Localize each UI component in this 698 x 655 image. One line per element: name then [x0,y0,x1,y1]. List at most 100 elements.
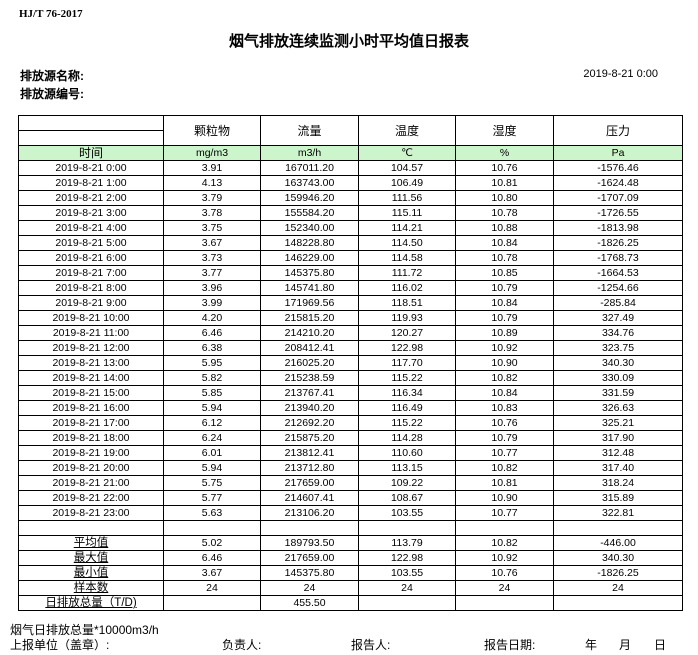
row-label: 2019-8-21 16:00 [18,400,164,416]
value-cell: 5.85 [163,385,261,401]
value-cell: 10.77 [455,445,554,461]
value-cell: 104.57 [358,160,456,176]
summary-row: 样本数 24 24 24 24 24 [18,580,683,596]
value-cell: -1664.53 [553,265,683,281]
value-cell: 24 [260,580,359,596]
row-label: 2019-8-21 13:00 [18,355,164,371]
value-cell: 106.49 [358,175,456,191]
header-row: 颗粒物 流量 温度 湿度 压力 [18,115,683,146]
value-cell: 215815.20 [260,310,359,326]
value-cell: -1768.73 [553,250,683,266]
value-cell: 3.96 [163,280,261,296]
value-cell: 6.46 [163,325,261,341]
row-label: 2019-8-21 20:00 [18,460,164,476]
value-cell: 10.82 [455,535,554,551]
value-cell [260,520,359,536]
value-cell: 3.78 [163,205,261,221]
row-label: 日排放总量（T/D) [18,595,164,611]
value-cell: 5.94 [163,460,261,476]
source-name-label: 排放源名称: [20,69,84,83]
day-label: 日 [654,638,667,652]
value-cell: 114.58 [358,250,456,266]
row-label: 2019-8-21 18:00 [18,430,164,446]
row-label: 2019-8-21 22:00 [18,490,164,506]
value-cell: 10.81 [455,175,554,191]
value-cell: -1826.25 [553,565,683,581]
value-cell: -446.00 [553,535,683,551]
table-row: 2019-8-21 1:00 4.13 163743.00 106.49 10.81 -1… [18,175,683,191]
value-cell: 10.90 [455,490,554,506]
reporter-label: 报告人: [351,638,391,652]
value-cell: 110.60 [358,445,456,461]
value-cell: 145375.80 [260,265,359,281]
value-cell: 10.80 [455,190,554,206]
value-cell [455,520,554,536]
value-cell: 6.24 [163,430,261,446]
value-cell: 3.67 [163,565,261,581]
table-row: 2019-8-21 16:00 5.94 213940.20 116.49 10.83 3… [18,400,683,416]
value-cell: 10.89 [455,325,554,341]
value-cell: 6.01 [163,445,261,461]
value-cell: 114.21 [358,220,456,236]
value-cell: -1707.09 [553,190,683,206]
value-cell: -1826.25 [553,235,683,251]
value-cell: 213712.80 [260,460,359,476]
reporting-unit-label: 上报单位（盖章）: [10,638,110,652]
value-cell [553,520,683,536]
value-cell: 10.76 [455,415,554,431]
value-cell: 5.82 [163,370,261,386]
table-row: 2019-8-21 5:00 3.67 148228.80 114.50 10.84 -1… [18,235,683,251]
row-label: 2019-8-21 17:00 [18,415,164,431]
time-header: 时间 [18,145,164,161]
row-label: 2019-8-21 12:00 [18,340,164,356]
value-cell: 10.92 [455,340,554,356]
value-cell: 5.63 [163,505,261,521]
value-cell: 5.94 [163,400,261,416]
table-row: 2019-8-21 13:00 5.95 216025.20 117.70 10.90 3… [18,355,683,371]
value-cell: 3.91 [163,160,261,176]
value-cell: 10.85 [455,265,554,281]
value-cell: 171969.56 [260,295,359,311]
value-cell: 340.30 [553,550,683,566]
table-row: 2019-8-21 20:00 5.94 213712.80 113.15 10.82 3… [18,460,683,476]
value-cell: 10.78 [455,250,554,266]
value-cell: 5.75 [163,475,261,491]
table-row: 2019-8-21 19:00 6.01 213812.41 110.60 10.77 3… [18,445,683,461]
row-label: 2019-8-21 23:00 [18,505,164,521]
row-label: 2019-8-21 9:00 [18,295,164,311]
footer-note: 烟气日排放总量*10000m3/h [10,623,159,637]
value-cell: -1813.98 [553,220,683,236]
table-row: 2019-8-21 14:00 5.82 215238.59 115.22 10.82 3… [18,370,683,386]
table-row: 2019-8-21 0:00 3.91 167011.20 104.57 10.76 -1… [18,160,683,176]
value-cell: 217659.00 [260,550,359,566]
value-cell: 327.49 [553,310,683,326]
row-label: 2019-8-21 8:00 [18,280,164,296]
value-cell: 317.90 [553,430,683,446]
value-cell: 152340.00 [260,220,359,236]
unit-cell: ℃ [358,145,456,161]
value-cell: 3.79 [163,190,261,206]
value-cell: 5.95 [163,355,261,371]
value-cell: 6.46 [163,550,261,566]
value-cell [163,520,261,536]
value-cell: -1624.48 [553,175,683,191]
value-cell: 323.75 [553,340,683,356]
value-cell: 163743.00 [260,175,359,191]
value-cell: 3.99 [163,295,261,311]
value-cell: 113.15 [358,460,456,476]
row-label: 2019-8-21 3:00 [18,205,164,221]
row-label: 2019-8-21 11:00 [18,325,164,341]
standard-code: HJ/T 76-2017 [19,8,83,20]
value-cell: 115.22 [358,415,456,431]
value-cell: 10.79 [455,430,554,446]
month-label: 月 [619,638,632,652]
value-cell: 103.55 [358,565,456,581]
value-cell: 214607.41 [260,490,359,506]
value-cell [358,520,456,536]
value-cell: 216025.20 [260,355,359,371]
value-cell: 117.70 [358,355,456,371]
table-row: 2019-8-21 21:00 5.75 217659.00 109.22 10.81 3… [18,475,683,491]
table-row: 2019-8-21 22:00 5.77 214607.41 108.67 10.90 3… [18,490,683,506]
value-cell: 10.81 [455,475,554,491]
value-cell: 330.09 [553,370,683,386]
